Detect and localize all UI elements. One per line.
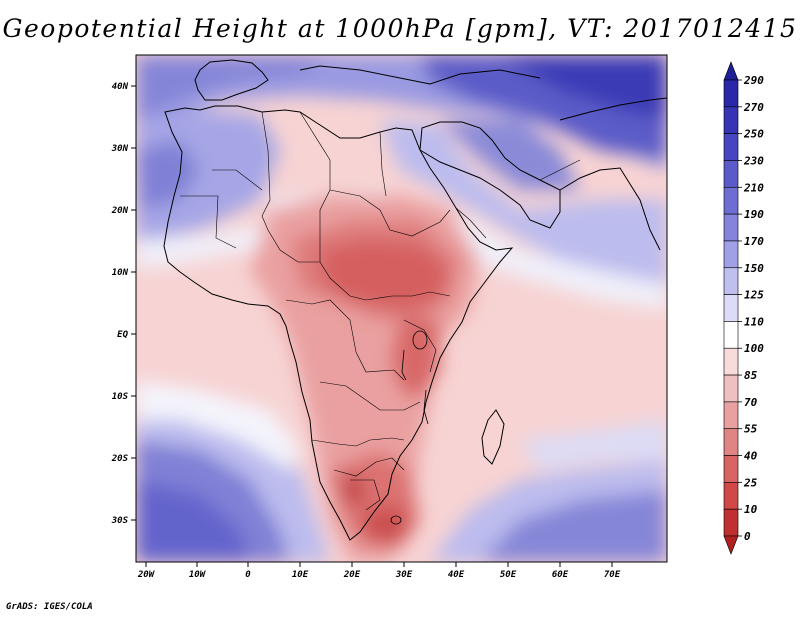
colorbar-label: 190 <box>744 208 764 221</box>
colorbar-swatch <box>723 106 739 134</box>
lon-label: 20W <box>137 570 156 580</box>
colorbar-swatch <box>723 133 739 161</box>
lon-label: 30E <box>395 570 413 580</box>
plot-frame <box>135 54 668 563</box>
lakes <box>390 330 429 525</box>
lat-label: 30S <box>111 516 129 526</box>
colorbar-label: 40 <box>744 450 758 463</box>
colorbar-label: 170 <box>744 235 764 248</box>
colorbar-swatch <box>723 347 739 376</box>
grads-credit: GrADS: IGES/COLA <box>6 602 93 612</box>
colorbar-label: 25 <box>743 476 758 489</box>
colorbar-label: 150 <box>744 262 764 275</box>
colorbar-swatch <box>723 160 739 188</box>
colorbar-swatch <box>723 374 739 403</box>
colorbar-label: 210 <box>743 181 764 194</box>
colorbar-label: 290 <box>743 74 764 87</box>
colorbar-label: 100 <box>744 342 764 355</box>
colorbar-swatch <box>723 240 739 269</box>
colorbar-label: 10 <box>744 503 758 516</box>
lon-label: 20E <box>343 570 361 580</box>
colorbar-label: 85 <box>744 369 758 382</box>
lat-label: 40N <box>112 82 129 92</box>
colorbar-swatch <box>723 61 739 81</box>
colorbar-swatch <box>723 186 739 215</box>
country-borders <box>180 111 581 511</box>
colorbar-label: 55 <box>744 423 758 436</box>
colorbar-label: 110 <box>744 315 764 328</box>
colorbar-swatch <box>723 428 739 456</box>
colorbar-label: 250 <box>743 128 764 141</box>
lat-label: 30N <box>111 144 129 154</box>
colorbar-swatch <box>723 401 739 430</box>
axis-ticks <box>131 85 613 567</box>
lon-label: 0 <box>245 570 251 580</box>
colorbar-swatch <box>723 267 739 295</box>
lon-label: 50E <box>500 570 517 580</box>
lon-axis-labels: 20W 10W 0 10E 20E 30E 40E 50E 60E 70E <box>137 570 621 580</box>
lat-label: EQ <box>117 330 128 340</box>
colorbar-label: 270 <box>743 101 764 114</box>
lat-label: 10S <box>112 392 129 402</box>
colorbar-label: 0 <box>744 530 751 543</box>
lat-label: 20S <box>111 454 129 464</box>
colorbar-label: 70 <box>744 396 758 409</box>
colorbar-swatch <box>723 213 739 242</box>
height-field <box>136 55 667 562</box>
colorbar-swatch <box>723 455 739 483</box>
colorbar-swatch <box>723 321 739 349</box>
colorbar-label: 125 <box>744 289 764 302</box>
colorbar: 2902702502302101901701501251101008570554… <box>723 61 764 555</box>
colorbar-label: 230 <box>743 154 764 167</box>
lat-label: 10N <box>112 268 129 278</box>
lat-axis-labels: 40N 30N 20N 10N EQ 10S 20S 30S <box>111 82 129 526</box>
colorbar-swatch <box>723 535 739 555</box>
lon-label: 40E <box>448 570 465 580</box>
colorbar-swatch <box>723 294 739 322</box>
lon-label: 10W <box>189 570 207 580</box>
lat-label: 20N <box>111 206 129 216</box>
colorbar-swatch <box>723 79 739 108</box>
lon-label: 70E <box>604 570 621 580</box>
coastlines <box>163 59 667 541</box>
lon-label: 10E <box>292 570 309 580</box>
colorbar-swatch <box>723 508 739 537</box>
lon-label: 60E <box>552 570 569 580</box>
map-title: Geopotential Height at 1000hPa [gpm], VT… <box>2 14 798 43</box>
colorbar-swatch <box>723 482 739 510</box>
